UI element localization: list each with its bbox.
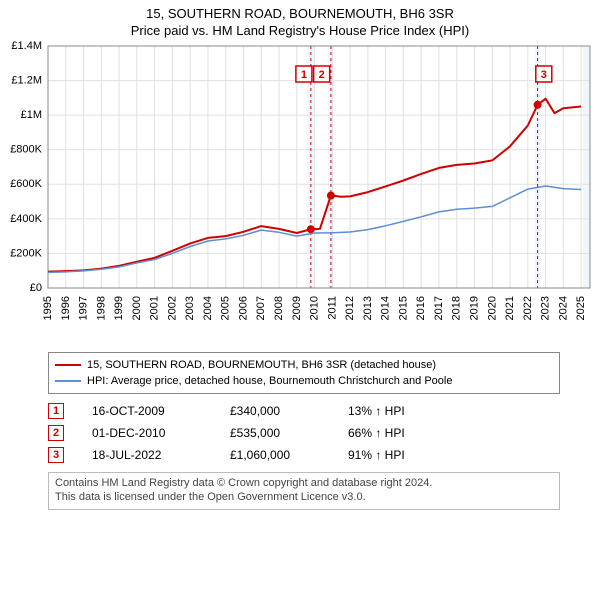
- legend-swatch: [55, 364, 81, 366]
- svg-text:2009: 2009: [291, 296, 303, 320]
- svg-text:2001: 2001: [149, 296, 161, 320]
- svg-text:2003: 2003: [184, 296, 196, 320]
- attribution-line2: This data is licensed under the Open Gov…: [55, 491, 553, 505]
- svg-text:£400K: £400K: [10, 213, 42, 225]
- svg-text:1: 1: [301, 69, 307, 81]
- marker-date: 18-JUL-2022: [92, 448, 202, 462]
- marker-date: 16-OCT-2009: [92, 404, 202, 418]
- svg-text:2012: 2012: [344, 296, 356, 320]
- svg-text:2007: 2007: [255, 296, 267, 320]
- marker-row: 3 18-JUL-2022 £1,060,000 91% ↑ HPI: [48, 444, 600, 466]
- svg-text:1997: 1997: [78, 296, 90, 320]
- svg-text:1996: 1996: [60, 296, 72, 320]
- attribution-line1: Contains HM Land Registry data © Crown c…: [55, 477, 553, 491]
- marker-date: 01-DEC-2010: [92, 426, 202, 440]
- svg-text:1995: 1995: [42, 296, 54, 320]
- svg-text:2025: 2025: [575, 296, 587, 320]
- svg-text:£200K: £200K: [10, 247, 42, 259]
- svg-text:2008: 2008: [273, 296, 285, 320]
- svg-text:£1.2M: £1.2M: [11, 74, 42, 86]
- price-vs-hpi-chart: £0 £200K £400K £600K £800K £1M £1.2M £1.4M 1995 1…: [0, 38, 600, 348]
- svg-text:2019: 2019: [468, 296, 480, 320]
- svg-text:2018: 2018: [451, 296, 463, 320]
- svg-text:2: 2: [319, 69, 325, 81]
- marker-badge: 2: [48, 425, 64, 441]
- legend-row: HPI: Average price, detached house, Bour…: [55, 373, 553, 389]
- svg-text:2016: 2016: [415, 296, 427, 320]
- legend: 15, SOUTHERN ROAD, BOURNEMOUTH, BH6 3SR …: [48, 352, 560, 394]
- marker-diff: 13% ↑ HPI: [348, 404, 458, 418]
- marker-diff: 66% ↑ HPI: [348, 426, 458, 440]
- marker-price: £340,000: [230, 404, 320, 418]
- svg-text:2005: 2005: [220, 296, 232, 320]
- svg-text:2000: 2000: [131, 296, 143, 320]
- svg-text:2014: 2014: [380, 296, 392, 320]
- marker-diff: 91% ↑ HPI: [348, 448, 458, 462]
- svg-text:2023: 2023: [540, 296, 552, 320]
- svg-text:£600K: £600K: [10, 178, 42, 190]
- svg-text:2002: 2002: [166, 296, 178, 320]
- attribution: Contains HM Land Registry data © Crown c…: [48, 472, 560, 510]
- svg-text:£0: £0: [30, 282, 42, 294]
- marker-badge: 3: [48, 447, 64, 463]
- svg-text:1998: 1998: [95, 296, 107, 320]
- svg-text:2006: 2006: [237, 296, 249, 320]
- svg-text:3: 3: [541, 69, 547, 81]
- marker-badge: 1: [48, 403, 64, 419]
- svg-text:£1.4M: £1.4M: [11, 40, 42, 52]
- legend-row: 15, SOUTHERN ROAD, BOURNEMOUTH, BH6 3SR …: [55, 357, 553, 373]
- svg-text:2022: 2022: [522, 296, 534, 320]
- marker-row: 1 16-OCT-2009 £340,000 13% ↑ HPI: [48, 400, 600, 422]
- chart-title-line2: Price paid vs. HM Land Registry's House …: [0, 23, 600, 38]
- svg-text:2010: 2010: [309, 296, 321, 320]
- svg-text:£1M: £1M: [21, 109, 42, 121]
- marker-rows: 1 16-OCT-2009 £340,000 13% ↑ HPI 2 01-DEC-201…: [48, 400, 600, 466]
- legend-label: 15, SOUTHERN ROAD, BOURNEMOUTH, BH6 3SR …: [87, 358, 436, 372]
- svg-text:2021: 2021: [504, 296, 516, 320]
- chart-title-line1: 15, SOUTHERN ROAD, BOURNEMOUTH, BH6 3SR: [0, 6, 600, 21]
- marker-price: £535,000: [230, 426, 320, 440]
- svg-text:2020: 2020: [486, 296, 498, 320]
- svg-text:£800K: £800K: [10, 144, 42, 156]
- svg-text:2015: 2015: [397, 296, 409, 320]
- svg-text:2024: 2024: [557, 296, 569, 320]
- marker-price: £1,060,000: [230, 448, 320, 462]
- legend-swatch: [55, 380, 81, 382]
- svg-text:1999: 1999: [113, 296, 125, 320]
- svg-text:2013: 2013: [362, 296, 374, 320]
- svg-text:2017: 2017: [433, 296, 445, 320]
- svg-text:2011: 2011: [326, 296, 338, 320]
- legend-label: HPI: Average price, detached house, Bour…: [87, 374, 452, 388]
- svg-text:2004: 2004: [202, 296, 214, 320]
- marker-row: 2 01-DEC-2010 £535,000 66% ↑ HPI: [48, 422, 600, 444]
